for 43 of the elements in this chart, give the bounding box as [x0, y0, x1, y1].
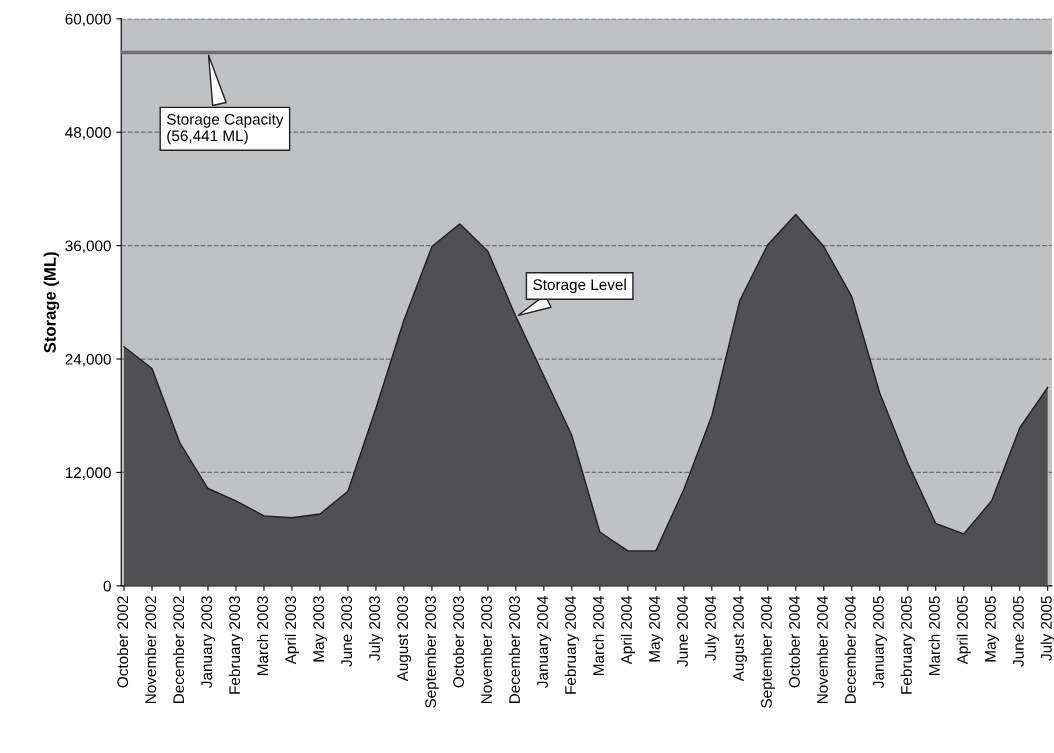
x-tick-label: June 2003 [341, 596, 353, 667]
x-tick-label: March 2003 [256, 596, 269, 675]
x-tick-label: January 2005 [873, 596, 887, 688]
x-tick-label: December 2003 [508, 596, 520, 703]
x-tick-label: July 2005 [1040, 596, 1054, 661]
x-tick-label: February 2004 [564, 595, 579, 694]
y-axis-title: Storage (ML) [43, 252, 60, 353]
x-tick-label: August 2004 [733, 596, 747, 682]
x-tick-label: October 2003 [452, 596, 464, 688]
x-tick-label: February 2005 [900, 596, 915, 694]
x-tick-label: November 2004 [816, 596, 828, 703]
annotation: Storage Level [533, 278, 626, 294]
annotation: Storage Capacity (56,441 ML) [167, 113, 284, 145]
x-tick-label: October 2002 [116, 596, 129, 688]
x-tick-label: April 2005 [956, 596, 971, 665]
x-tick-label: April 2004 [620, 596, 635, 665]
y-tick-label: 36,000 [65, 240, 111, 254]
x-tick-label: May 2004 [649, 596, 663, 662]
x-tick-label: May 2003 [313, 596, 328, 662]
x-tick-label: April 2003 [284, 596, 300, 665]
x-tick-label: December 2002 [172, 596, 185, 703]
y-tick-label: 24,000 [65, 353, 111, 367]
x-tick-label: July 2003 [368, 596, 384, 661]
x-tick-label: May 2005 [985, 596, 999, 662]
y-tick-label: 0 [103, 580, 111, 592]
x-tick-label: June 2004 [677, 596, 688, 667]
x-tick-label: January 2003 [201, 596, 216, 688]
x-tick-label: March 2005 [928, 596, 940, 675]
y-tick-label: 48,000 [65, 127, 111, 140]
x-tick-label: September 2003 [424, 596, 440, 708]
y-tick-label: 60,000 [65, 13, 111, 27]
y-tick-label: 12,000 [65, 467, 111, 480]
x-tick-label: March 2004 [592, 596, 604, 675]
x-tick-label: September 2004 [760, 595, 775, 708]
x-tick-label: October 2004 [788, 596, 800, 688]
x-tick-label: January 2004 [537, 596, 551, 688]
x-tick-label: February 2003 [228, 596, 244, 694]
x-tick-label: June 2005 [1012, 596, 1024, 667]
x-tick-label: July 2004 [704, 596, 719, 661]
x-tick-label: August 2003 [397, 596, 412, 682]
x-tick-label: November 2003 [480, 596, 492, 703]
x-tick-label: December 2004 [844, 596, 856, 703]
x-tick-label: November 2002 [144, 596, 157, 703]
